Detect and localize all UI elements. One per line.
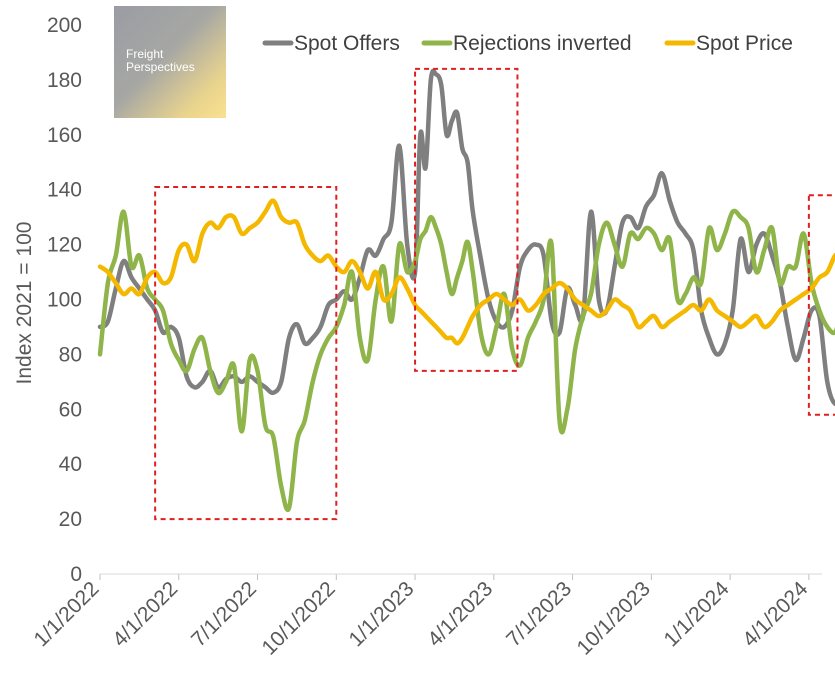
- y-tick-label: 100: [47, 289, 82, 312]
- logo-line-1: Freight: [126, 47, 164, 61]
- y-tick-label: 120: [47, 234, 82, 257]
- spot-price-line: [97, 198, 835, 346]
- legend: Spot Offers Rejections inverted Spot Price: [262, 32, 793, 55]
- y-tick-label: 180: [47, 69, 82, 92]
- y-tick-label: 20: [59, 508, 82, 531]
- x-tick-label: 10/1/2022: [257, 577, 339, 659]
- legend-item-spot-price: Spot Price: [664, 32, 793, 55]
- x-tick-label: 4/1/2023: [423, 577, 497, 651]
- y-tick-label: 80: [59, 343, 82, 366]
- highlight-box: [414, 67, 519, 372]
- highlight-box: [807, 194, 835, 416]
- x-tick-label: 7/1/2022: [187, 577, 261, 651]
- y-tick-label: 40: [59, 453, 82, 476]
- y-tick-label: 160: [47, 124, 82, 147]
- y-tick-label: 200: [47, 14, 82, 37]
- x-tick-label: 4/1/2024: [738, 577, 812, 651]
- x-tick-label: 4/1/2022: [108, 577, 182, 651]
- x-tick-label: 1/1/2023: [345, 577, 419, 651]
- legend-label: Spot Offers: [294, 32, 400, 55]
- legend-item-rejections-inverted: Rejections inverted: [421, 32, 632, 55]
- y-tick-label: 60: [59, 398, 82, 421]
- y-axis-label: Index 2021 = 100: [13, 222, 36, 385]
- highlight-box: [154, 185, 338, 521]
- y-axis-ticks: 0 20 40 60 80 100 120 140 160 180 200: [47, 14, 82, 586]
- x-tick-label: 1/1/2024: [660, 577, 734, 651]
- x-tick-label: 1/1/2022: [29, 577, 103, 651]
- series-lines: [97, 68, 835, 512]
- logo-line-2: Perspectives: [126, 60, 195, 74]
- y-tick-label: 0: [70, 563, 82, 586]
- x-tick-label: 7/1/2023: [502, 577, 576, 651]
- highlight-boxes: [154, 67, 835, 521]
- y-tick-label: 140: [47, 179, 82, 202]
- legend-label: Rejections inverted: [453, 32, 632, 55]
- x-tick-label: 10/1/2023: [573, 577, 655, 659]
- freight-perspectives-logo: Freight Perspectives: [114, 6, 226, 118]
- rejections-inverted-line: [97, 208, 835, 512]
- legend-item-spot-offers: Spot Offers: [262, 32, 400, 55]
- legend-label: Spot Price: [696, 32, 793, 55]
